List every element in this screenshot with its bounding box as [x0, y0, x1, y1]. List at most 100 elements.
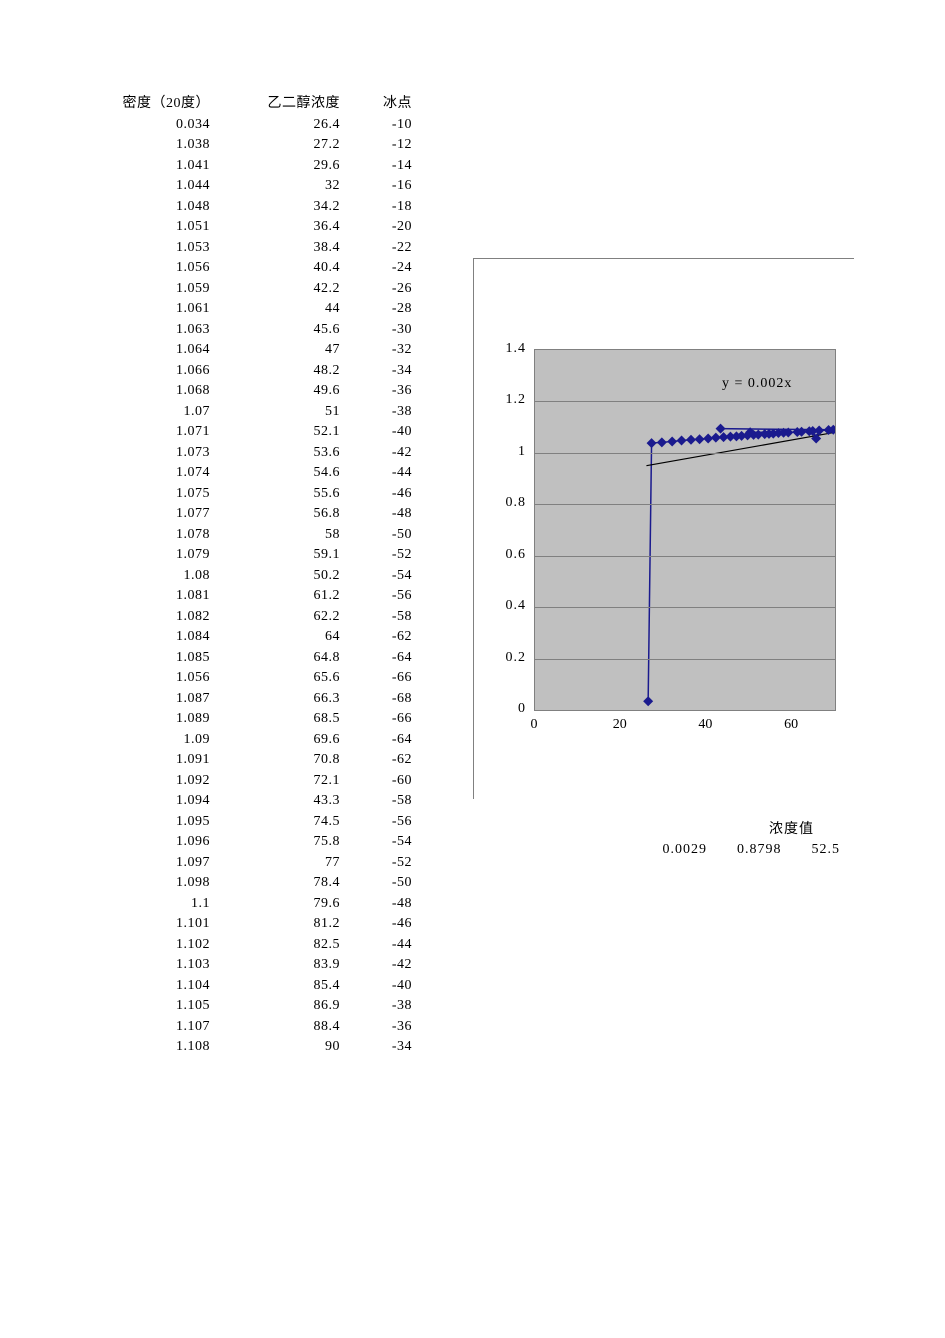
table-cell: -56 [340, 586, 412, 607]
table-cell: -66 [340, 668, 412, 689]
table-cell: 68.5 [210, 709, 340, 730]
table-cell: 1.068 [80, 381, 210, 402]
table-cell: 1.038 [80, 135, 210, 156]
table-row: 1.10282.5-44 [80, 935, 412, 956]
table-cell: -50 [340, 873, 412, 894]
table-cell: -40 [340, 422, 412, 443]
table-cell: -62 [340, 627, 412, 648]
table-row: 1.07858-50 [80, 525, 412, 546]
table-row: 1.07959.1-52 [80, 545, 412, 566]
table-cell: 1.095 [80, 812, 210, 833]
table-cell: 1.089 [80, 709, 210, 730]
table-cell: 1.087 [80, 689, 210, 710]
chart-marker [716, 424, 726, 434]
table-cell: -66 [340, 709, 412, 730]
chart-y-tick-label: 1.2 [484, 392, 526, 408]
table-cell: -46 [340, 914, 412, 935]
table-cell: -58 [340, 791, 412, 812]
table-row: 1.06345.6-30 [80, 320, 412, 341]
chart-x-tick-label: 20 [600, 717, 640, 733]
table-cell: -68 [340, 689, 412, 710]
table-row: 1.06447-32 [80, 340, 412, 361]
table-cell: 0.034 [80, 115, 210, 136]
table-row: 1.08766.3-68 [80, 689, 412, 710]
chart-plot-area [534, 349, 836, 711]
table-cell: 62.2 [210, 607, 340, 628]
table-row: 1.06144-28 [80, 299, 412, 320]
table-row: 1.06849.6-36 [80, 381, 412, 402]
table-cell: -44 [340, 935, 412, 956]
table-cell: -22 [340, 238, 412, 259]
table-cell: 48.2 [210, 361, 340, 382]
header-concentration: 乙二醇浓度 [210, 94, 340, 115]
table-cell: 59.1 [210, 545, 340, 566]
table-cell: 1.079 [80, 545, 210, 566]
table-cell: 75.8 [210, 832, 340, 853]
chart-marker [657, 437, 667, 447]
table-cell: -34 [340, 1037, 412, 1058]
chart-x-tick-label: 0 [514, 717, 554, 733]
table-row: 1.179.6-48 [80, 894, 412, 915]
table-row: 1.07756.8-48 [80, 504, 412, 525]
table-cell: 74.5 [210, 812, 340, 833]
table-cell: 44 [210, 299, 340, 320]
table-cell: -64 [340, 648, 412, 669]
table-cell: 1.094 [80, 791, 210, 812]
table-cell: -30 [340, 320, 412, 341]
table-cell: 1.1 [80, 894, 210, 915]
chart-gridline [535, 504, 835, 505]
table-cell: 51 [210, 402, 340, 423]
table-cell: -14 [340, 156, 412, 177]
table-cell: 1.061 [80, 299, 210, 320]
table-cell: 32 [210, 176, 340, 197]
table-cell: -34 [340, 361, 412, 382]
table-row: 1.05640.4-24 [80, 258, 412, 279]
chart-y-tick-label: 1.4 [484, 341, 526, 357]
chart-marker [643, 696, 653, 706]
table-cell: 1.103 [80, 955, 210, 976]
chart-y-tick-label: 0.4 [484, 598, 526, 614]
table-row: 1.09675.8-54 [80, 832, 412, 853]
table-cell: 1.098 [80, 873, 210, 894]
table-cell: -62 [340, 750, 412, 771]
table-row: 1.0969.6-64 [80, 730, 412, 751]
table-row: 1.07152.1-40 [80, 422, 412, 443]
table-cell: -36 [340, 381, 412, 402]
table-cell: -56 [340, 812, 412, 833]
table-cell: -48 [340, 504, 412, 525]
table-row: 1.08968.5-66 [80, 709, 412, 730]
summary-values: 0.0029 0.8798 52.5 [520, 842, 840, 858]
table-cell: 36.4 [210, 217, 340, 238]
table-cell: 1.096 [80, 832, 210, 853]
table-cell: 1.075 [80, 484, 210, 505]
table-cell: -16 [340, 176, 412, 197]
table-row: 1.08564.8-64 [80, 648, 412, 669]
table-cell: -26 [340, 279, 412, 300]
table-row: 1.08464-62 [80, 627, 412, 648]
table-row: 0.03426.4-10 [80, 115, 412, 136]
table-row: 1.04834.2-18 [80, 197, 412, 218]
glycol-table: 密度（20度） 乙二醇浓度 冰点 0.03426.4-101.03827.2-1… [80, 94, 412, 1058]
table-cell: 1.107 [80, 1017, 210, 1038]
chart-gridline [535, 556, 835, 557]
table-cell: 1.084 [80, 627, 210, 648]
table-row: 1.07555.6-46 [80, 484, 412, 505]
table-cell: -58 [340, 607, 412, 628]
chart-svg [535, 350, 835, 710]
header-density: 密度（20度） [80, 94, 210, 115]
table-row: 1.05136.4-20 [80, 217, 412, 238]
header-freeze-point: 冰点 [340, 94, 412, 115]
table-cell: 1.105 [80, 996, 210, 1017]
table-row: 1.10788.4-36 [80, 1017, 412, 1038]
table-cell: 56.8 [210, 504, 340, 525]
table-row: 1.09272.1-60 [80, 771, 412, 792]
table-header-row: 密度（20度） 乙二醇浓度 冰点 [80, 94, 412, 115]
table-cell: -36 [340, 1017, 412, 1038]
table-cell: 1.053 [80, 238, 210, 259]
table-cell: 34.2 [210, 197, 340, 218]
table-cell: -52 [340, 853, 412, 874]
table-row: 1.10890-34 [80, 1037, 412, 1058]
chart-series-line [648, 429, 833, 702]
table-cell: 26.4 [210, 115, 340, 136]
table-cell: 49.6 [210, 381, 340, 402]
